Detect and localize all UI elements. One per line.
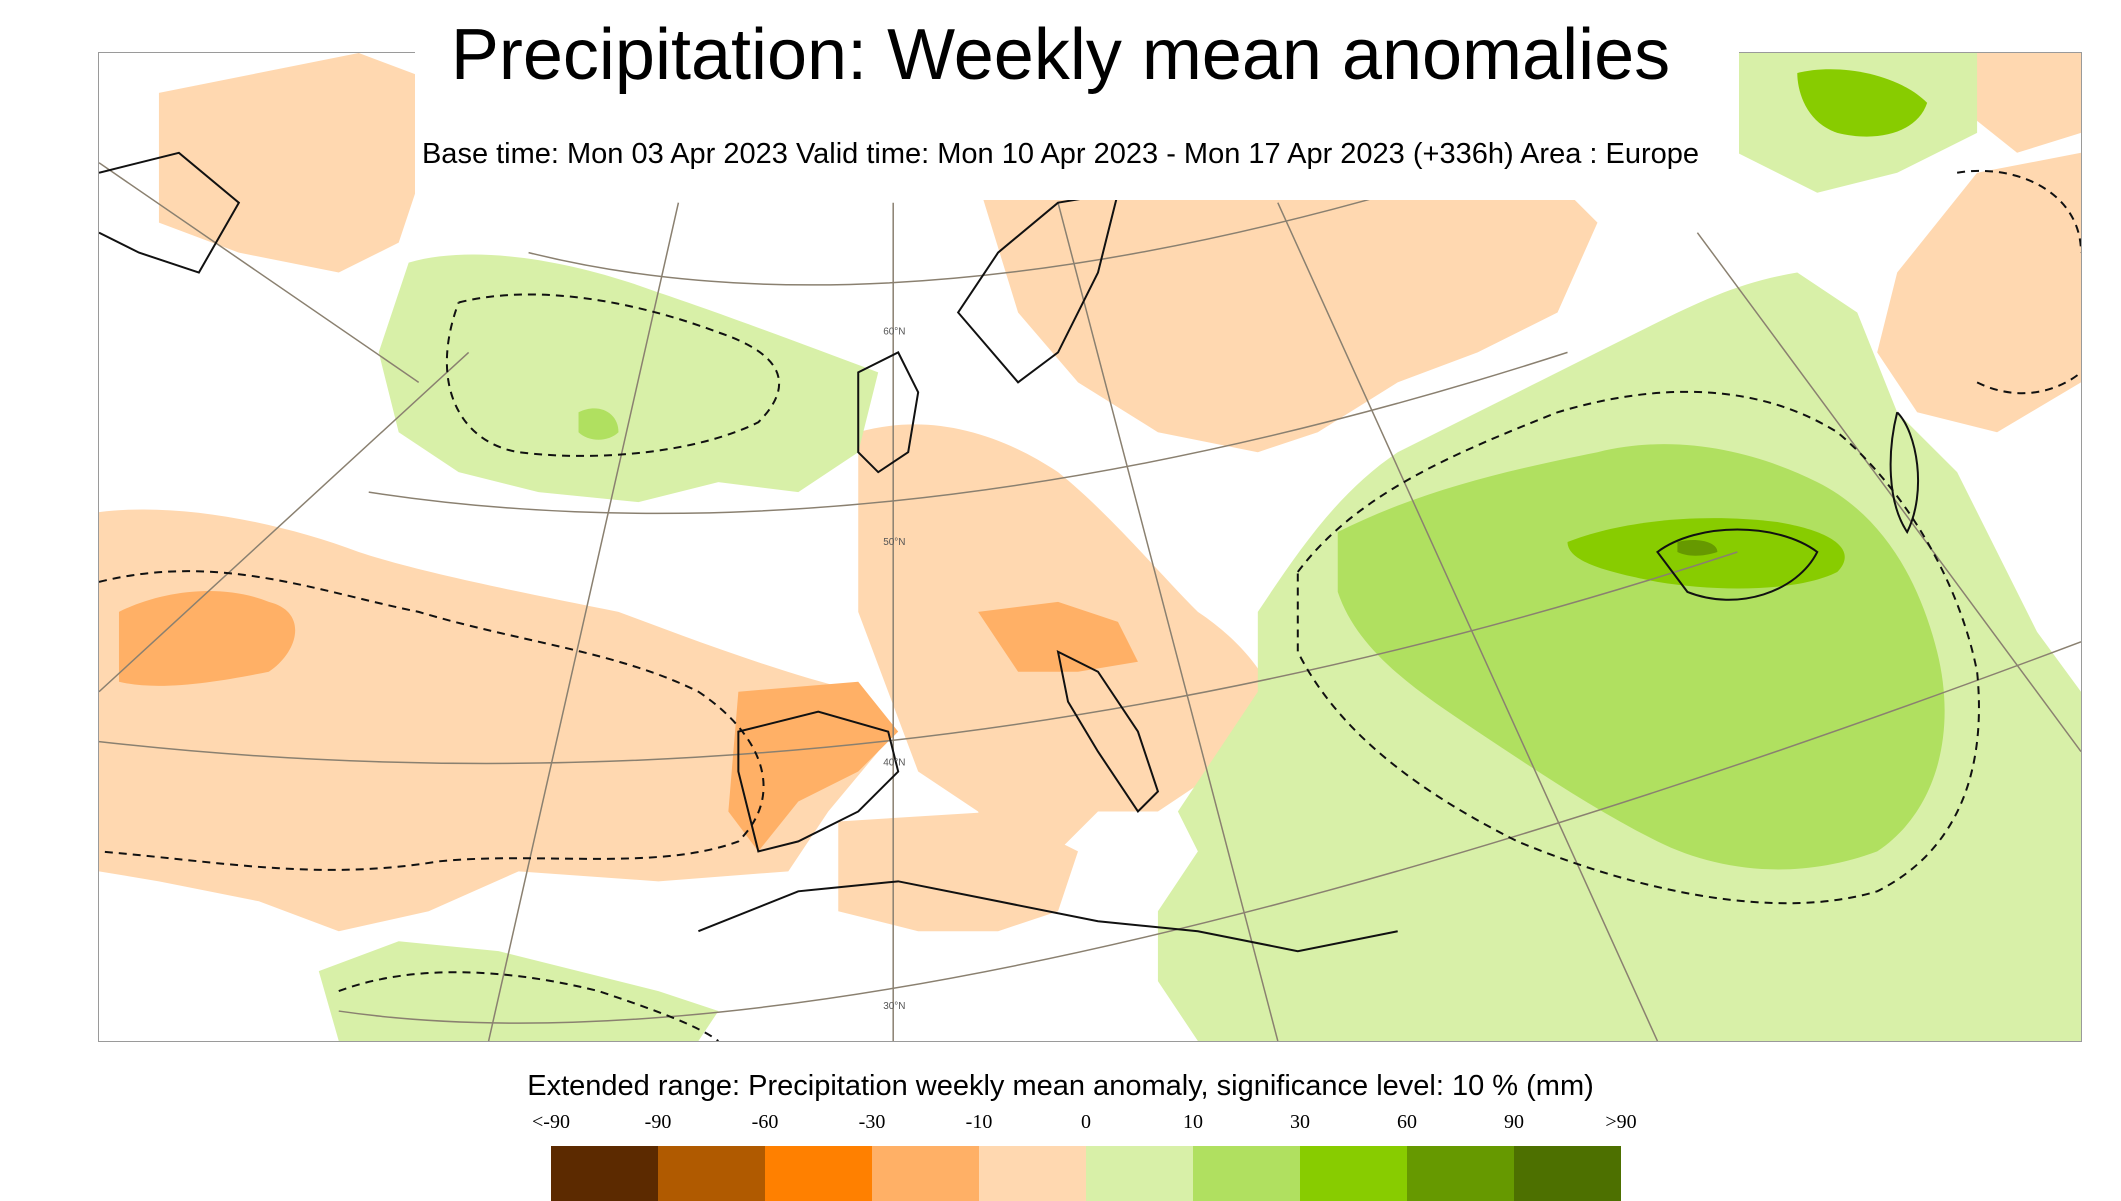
legend-colorbar: <-90 -90 -60 -30 -10 0 10 30 60 90 >90 — [532, 1111, 1637, 1201]
coastlines — [99, 151, 1919, 953]
title-background — [415, 0, 1739, 200]
legend-tick-9: 90 — [1504, 1111, 1524, 1133]
legend-tick-5: 0 — [1081, 1111, 1091, 1133]
lat-label-60: 60°N — [883, 326, 905, 337]
significance-contours — [99, 169, 2081, 1041]
coast-italy — [1056, 649, 1160, 814]
legend-tick-7: 30 — [1290, 1111, 1310, 1133]
parallel-40n — [99, 551, 1738, 765]
map-title: Precipitation: Weekly mean anomalies — [450, 15, 1671, 95]
map-subtitle: Base time: Mon 03 Apr 2023 Valid time: M… — [421, 138, 1700, 170]
coast-greenland — [99, 151, 241, 274]
coast-black-sea — [1656, 528, 1819, 601]
wet-region-sahara-west — [318, 941, 719, 1041]
contour-sahara-wet — [338, 971, 719, 1041]
meridian-east-1 — [1057, 202, 1279, 1041]
wet-mid-region-atlantic-small — [578, 408, 619, 440]
legend-swatch-7 — [1300, 1146, 1407, 1201]
parallel-60n — [528, 182, 1428, 286]
map-canvas: 60°N 50°N 40°N 30°N — [99, 53, 2081, 1041]
legend-tick-3: -30 — [858, 1111, 886, 1133]
coast-iberia — [737, 710, 900, 853]
legend-swatch-1 — [658, 1146, 765, 1201]
legend-title: Extended range: Precipitation weekly mea… — [527, 1070, 1594, 1102]
legend-tick-2: -60 — [751, 1111, 779, 1133]
legend-swatch-6 — [1193, 1146, 1300, 1201]
meridian-west-3 — [99, 162, 420, 383]
dry-region-north-africa — [838, 811, 1079, 932]
dry-mid-region-atlantic — [118, 591, 296, 686]
coast-caspian — [1889, 411, 1919, 535]
lat-label-40: 40°N — [883, 758, 905, 769]
legend-swatch-8 — [1407, 1146, 1514, 1201]
wet-strong-region-northeast — [1797, 69, 1928, 137]
meridian-west-2 — [99, 351, 470, 693]
legend-swatch-0 — [551, 1146, 658, 1201]
graticule — [99, 162, 2081, 1041]
contour-atlantic-dry — [99, 570, 765, 871]
wet-dark-region — [1677, 540, 1718, 556]
meridian-east-3 — [1696, 232, 2081, 753]
legend-swatch-5 — [1086, 1146, 1193, 1201]
contour-russia-dry — [1956, 169, 2081, 395]
precipitation-anomaly-map: 60°N 50°N 40°N 30°N — [98, 52, 2082, 1042]
dry-region-northeast-corner — [1967, 53, 2081, 153]
meridian-east-2 — [1277, 202, 1659, 1041]
dry-mid-region-alps — [978, 601, 1138, 672]
meridian-west-1 — [487, 202, 680, 1041]
legend-tick-4: -10 — [965, 1111, 993, 1133]
coast-scandinavia — [956, 191, 1120, 384]
lat-label-30: 30°N — [883, 1001, 905, 1012]
coast-british-isles — [857, 351, 920, 474]
legend-tick-6: 10 — [1183, 1111, 1203, 1133]
legend-tick-1: -90 — [644, 1111, 672, 1133]
legend-swatch-2 — [765, 1146, 872, 1201]
legend-swatch-9 — [1514, 1146, 1621, 1201]
legend-swatch-4 — [979, 1146, 1086, 1201]
legend-swatch-3 — [872, 1146, 979, 1201]
contour-eastern-europe-wet — [1296, 390, 1980, 905]
legend-tick-8: 60 — [1397, 1111, 1417, 1133]
parallel-30n — [338, 641, 2081, 1024]
dry-region-north-atlantic — [158, 53, 439, 273]
coast-north-africa — [698, 880, 1398, 953]
contour-north-atlantic-wet — [445, 293, 780, 457]
dry-region-russia-east — [1877, 152, 2081, 433]
wet-region-north-atlantic — [378, 254, 879, 503]
parallel-50n — [368, 351, 1568, 515]
lat-label-50: 50°N — [883, 537, 905, 548]
legend-tick-10: >90 — [1605, 1111, 1637, 1133]
legend-tick-0: <-90 — [532, 1111, 570, 1133]
dry-region-atlantic — [99, 509, 879, 932]
dry-region-scandinavia — [978, 162, 1598, 453]
